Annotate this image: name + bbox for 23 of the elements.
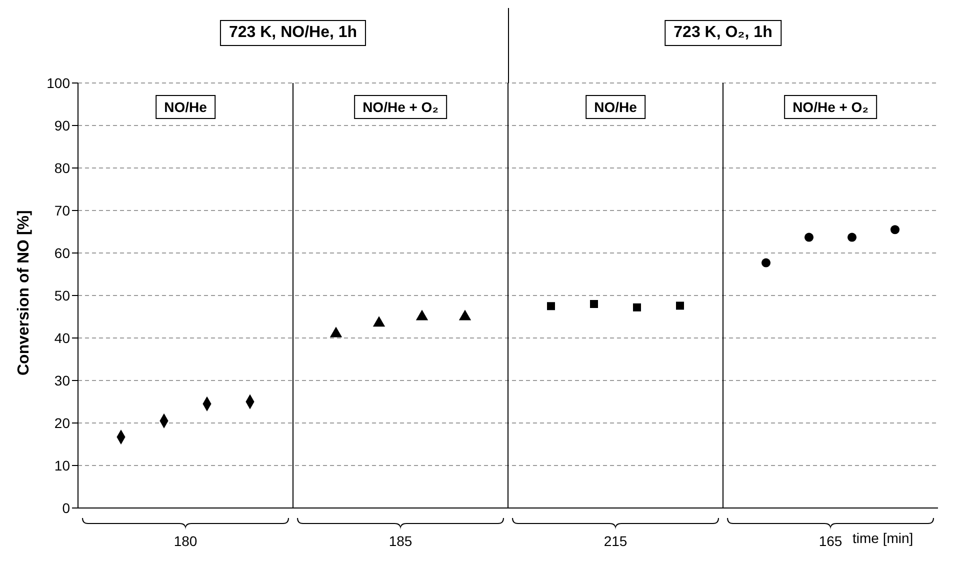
- annotation: NO/He + O₂: [784, 95, 878, 119]
- x-axis-title: time [min]: [852, 530, 914, 546]
- y-tick-label: 60: [54, 244, 70, 261]
- text: 723 K, NO/He, 1h: [220, 20, 366, 46]
- y-tick-label: 80: [54, 160, 70, 176]
- y-tick-label: 30: [54, 372, 70, 388]
- y-tick-label: 100: [46, 74, 70, 91]
- annotation: NO/He: [585, 95, 646, 119]
- y-tick-label: 90: [54, 117, 70, 134]
- y-axis-title: Conversion of NO [%]: [16, 210, 33, 376]
- annotation: NO/He: [155, 95, 216, 119]
- annotation: NO/He + O₂: [354, 95, 448, 119]
- y-tick-label: 70: [54, 202, 70, 218]
- y-tick-label: 10: [54, 457, 70, 474]
- x-tick-label: 180: [174, 533, 198, 549]
- x-tick-label: 165: [818, 533, 842, 549]
- y-tick-label: 20: [54, 414, 70, 431]
- y-tick-label: 40: [54, 330, 70, 346]
- y-tick-label: 50: [54, 287, 70, 304]
- y-tick-label: 0: [62, 500, 70, 516]
- x-tick-label: 215: [604, 533, 628, 549]
- x-tick-label: 185: [388, 533, 412, 549]
- text: 723 K, O₂, 1h: [664, 20, 782, 46]
